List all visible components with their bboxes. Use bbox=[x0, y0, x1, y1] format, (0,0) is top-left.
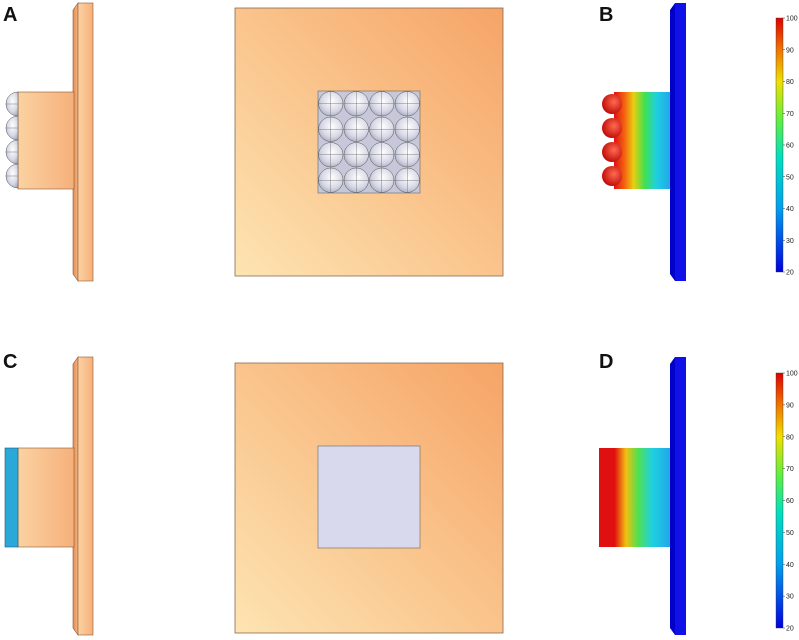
colorbar-tick-label: 50 bbox=[786, 530, 794, 537]
colorbar-tick-label: 50 bbox=[786, 174, 794, 181]
colorbar-tick-label: 60 bbox=[786, 498, 794, 505]
wick-block bbox=[17, 91, 75, 190]
colorbar-tick-label: 70 bbox=[786, 466, 794, 473]
colorbar-gradient bbox=[775, 372, 784, 629]
panel-c-side-view bbox=[4, 356, 94, 636]
hot-sphere bbox=[602, 118, 622, 138]
colorbar-tick-label: 20 bbox=[786, 270, 794, 277]
colorbar-tick-label: 80 bbox=[786, 434, 794, 441]
colorbar-bottom: 100 90 80 70 60 50 40 30 20 bbox=[775, 371, 798, 633]
cold-plate bbox=[675, 357, 686, 635]
colorbar-bottom-ticks: 100 90 80 70 60 50 40 30 20 bbox=[783, 371, 798, 633]
colorbar-tick-label: 60 bbox=[786, 143, 794, 150]
panel-a-front-view bbox=[234, 7, 504, 277]
colorbar-top-ticks: 100 90 80 70 60 50 40 30 20 bbox=[783, 16, 798, 277]
plate-side bbox=[77, 356, 94, 636]
panel-d-thermal-view bbox=[599, 357, 686, 635]
hot-sphere bbox=[602, 166, 622, 186]
panel-label-d: D bbox=[599, 351, 614, 373]
thermal-wick-block bbox=[599, 448, 670, 547]
sphere-column bbox=[5, 91, 19, 189]
panel-a-side-view bbox=[5, 2, 94, 282]
colorbar-tick-label: 80 bbox=[786, 79, 794, 86]
cold-plate bbox=[675, 3, 686, 281]
colorbar-tick-label: 70 bbox=[786, 111, 794, 118]
wick-block bbox=[17, 447, 75, 548]
colorbar-gradient bbox=[775, 17, 784, 273]
colorbar-tick-label: 40 bbox=[786, 562, 794, 569]
colorbar-tick-label: 40 bbox=[786, 206, 794, 213]
plate-side bbox=[77, 2, 94, 282]
panel-c-front-view bbox=[234, 362, 504, 634]
colorbar-tick-label: 30 bbox=[786, 238, 794, 245]
hot-sphere bbox=[602, 142, 622, 162]
panel-label-a: A bbox=[3, 4, 18, 26]
sphere-grid bbox=[318, 91, 420, 193]
colorbar-tick-label: 90 bbox=[786, 402, 794, 409]
colorbar-tick-label: 20 bbox=[786, 626, 794, 633]
colorbar-tick-label: 100 bbox=[786, 371, 798, 378]
panel-label-c: C bbox=[3, 351, 18, 373]
colorbar-tick-label: 30 bbox=[786, 594, 794, 601]
plate-edge bbox=[670, 3, 675, 281]
colorbar-top: 100 90 80 70 60 50 40 30 20 bbox=[775, 16, 798, 277]
wick-layer bbox=[4, 447, 19, 548]
hot-sphere bbox=[602, 94, 622, 114]
panel-label-b: B bbox=[599, 4, 614, 26]
colorbar-tick-label: 90 bbox=[786, 47, 794, 54]
panel-b-thermal-view bbox=[602, 3, 686, 281]
plate-edge bbox=[670, 357, 675, 635]
thermal-wick-block bbox=[614, 92, 670, 189]
flat-wick-area bbox=[317, 445, 421, 549]
colorbar-tick-label: 100 bbox=[786, 16, 798, 23]
